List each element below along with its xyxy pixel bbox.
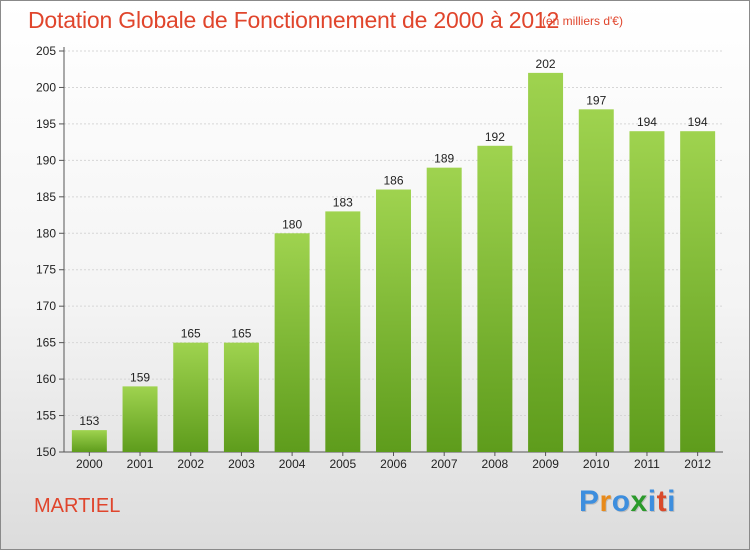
y-tick-label: 200 xyxy=(36,80,56,94)
bar-2008 xyxy=(477,145,513,453)
x-tick-label-2007: 2007 xyxy=(431,457,458,471)
commune-name: MARTIEL xyxy=(34,495,121,517)
data-label-2000: 153 xyxy=(79,414,99,428)
y-tick-label: 205 xyxy=(36,44,56,58)
bar-2009 xyxy=(528,72,564,452)
x-tick-label-2012: 2012 xyxy=(684,457,711,471)
chart-unit-label: (en milliers d'€) xyxy=(542,14,623,28)
x-tick-label-2011: 2011 xyxy=(634,457,660,471)
bar-2004 xyxy=(274,233,310,452)
x-tick-label-2003: 2003 xyxy=(228,457,255,471)
bar-2002 xyxy=(173,342,209,452)
bar-2005 xyxy=(325,211,361,452)
y-tick-label: 195 xyxy=(36,117,56,131)
y-tick-label: 190 xyxy=(36,153,56,167)
data-label-2006: 186 xyxy=(383,174,403,188)
data-label-2009: 202 xyxy=(536,57,556,71)
y-tick-label: 150 xyxy=(36,445,56,459)
y-tick-label: 165 xyxy=(36,336,56,350)
labels: 150 155 160 165 170 175 180 185 190 195 200 205 153 2… xyxy=(36,44,711,471)
data-label-2001: 159 xyxy=(130,370,150,384)
y-tick-label: 160 xyxy=(36,372,56,386)
data-label-2004: 180 xyxy=(282,217,302,231)
data-label-2003: 165 xyxy=(231,327,251,341)
y-tick-label: 180 xyxy=(36,226,56,240)
x-tick-label-2004: 2004 xyxy=(279,457,306,471)
logo-letter: x xyxy=(630,485,648,518)
data-label-2011: 194 xyxy=(637,115,657,129)
chart-title: Dotation Globale de Fonctionnement de 20… xyxy=(28,7,560,33)
logo-letter: i xyxy=(667,485,676,518)
x-tick-label-2008: 2008 xyxy=(482,457,509,471)
x-tick-label-2001: 2001 xyxy=(127,457,154,471)
bar-2001 xyxy=(122,386,158,452)
bar-2011 xyxy=(629,131,665,452)
bars xyxy=(71,72,716,453)
bar-2006 xyxy=(376,189,411,452)
x-tick-label-2006: 2006 xyxy=(380,457,407,471)
y-tick-label: 170 xyxy=(36,299,56,313)
data-label-2012: 194 xyxy=(688,115,708,129)
logo-letter: i xyxy=(647,485,657,518)
bar-2003 xyxy=(223,342,259,452)
data-label-2007: 189 xyxy=(434,152,454,166)
logo-letter: r xyxy=(599,485,612,518)
x-tick-label-2000: 2000 xyxy=(76,457,103,471)
bar-2010 xyxy=(578,109,614,452)
y-tick-label: 185 xyxy=(36,190,56,204)
bar-2012 xyxy=(680,131,716,452)
x-tick-label-2005: 2005 xyxy=(329,457,356,471)
proxiti-logo: Proxiti xyxy=(579,485,676,519)
y-tick-label: 155 xyxy=(36,409,56,423)
data-label-2005: 183 xyxy=(333,195,353,209)
data-label-2010: 197 xyxy=(586,93,606,107)
x-tick-label-2010: 2010 xyxy=(583,457,610,471)
data-label-2008: 192 xyxy=(485,130,505,144)
bar-2007 xyxy=(426,167,462,452)
data-label-2002: 165 xyxy=(181,327,201,341)
logo-letter: t xyxy=(656,485,668,518)
x-tick-label-2002: 2002 xyxy=(177,457,204,471)
x-tick-label-2009: 2009 xyxy=(532,457,559,471)
logo-letter: o xyxy=(611,485,631,518)
logo-letter: P xyxy=(579,485,600,518)
y-tick-label: 175 xyxy=(36,263,56,277)
bar-2000 xyxy=(71,430,107,452)
